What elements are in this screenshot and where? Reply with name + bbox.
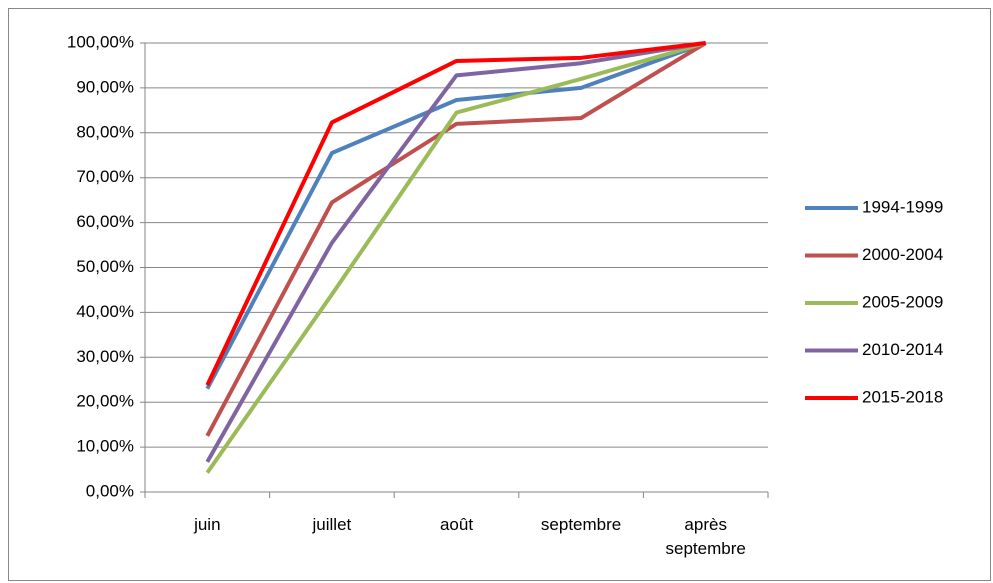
y-tick-label: 90,00% <box>76 77 134 96</box>
series-line <box>205 41 707 390</box>
legend-label: 2010-2014 <box>862 340 943 359</box>
legend-label: 2000-2004 <box>862 245 943 264</box>
y-tick-label: 0,00% <box>86 481 134 500</box>
y-tick-label: 100,00% <box>67 32 134 51</box>
y-tick-label: 60,00% <box>76 212 134 231</box>
series-line <box>205 41 707 437</box>
y-tick-label: 80,00% <box>76 122 134 141</box>
y-tick-label: 70,00% <box>76 167 134 186</box>
legend-label: 1994-1999 <box>862 197 943 216</box>
x-tick-label: septembre <box>540 515 622 534</box>
legend-label: 2005-2009 <box>862 292 943 311</box>
x-tick-label: août <box>439 515 474 534</box>
y-tick-label: 40,00% <box>76 302 134 321</box>
x-tick-label: juin <box>194 515 221 534</box>
series-line <box>205 41 706 386</box>
y-tick-label: 10,00% <box>76 437 134 456</box>
y-tick-label: 30,00% <box>76 347 134 366</box>
series-line <box>205 41 707 474</box>
y-tick-label: 20,00% <box>76 392 134 411</box>
x-tick-label: juillet <box>312 515 352 534</box>
x-tick-label: après septembre <box>665 515 746 558</box>
series-line <box>205 41 707 463</box>
legend-label: 2015-2018 <box>862 387 943 406</box>
y-tick-label: 50,00% <box>76 257 134 276</box>
chart-border <box>8 8 991 581</box>
